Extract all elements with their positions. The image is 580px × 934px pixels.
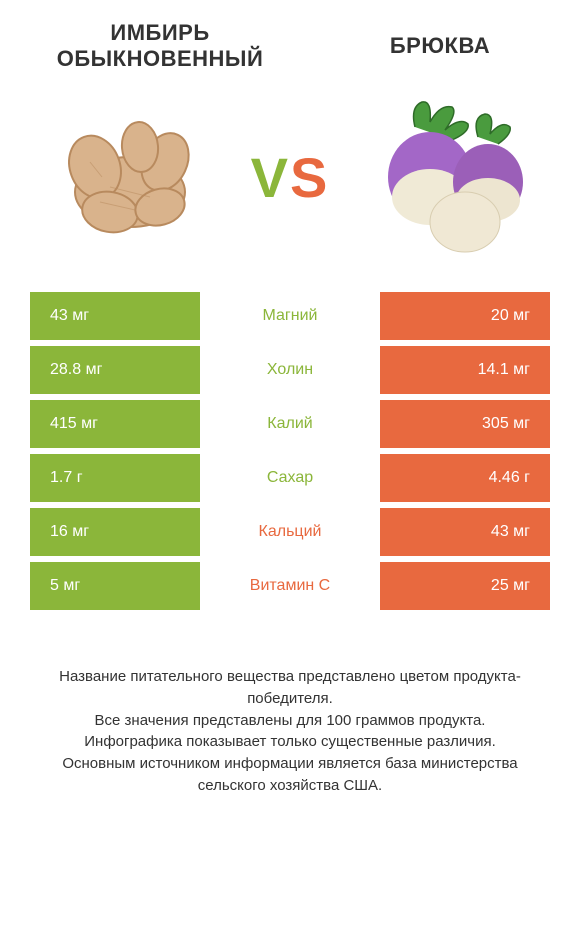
table-row: 28.8 мгХолин14.1 мг <box>30 346 550 394</box>
right-value: 43 мг <box>380 508 550 556</box>
footer-line-2: Все значения представлены для 100 граммо… <box>30 710 550 732</box>
left-value: 16 мг <box>30 508 200 556</box>
footer-line-3: Инфографика показывает только существенн… <box>30 731 550 753</box>
table-row: 16 мгКальций43 мг <box>30 508 550 556</box>
footer-notes: Название питательного вещества представл… <box>0 616 580 817</box>
comparison-table: 43 мгМагний20 мг28.8 мгХолин14.1 мг415 м… <box>0 292 580 610</box>
table-row: 5 мгВитамин C25 мг <box>30 562 550 610</box>
nutrient-label: Сахар <box>200 454 380 502</box>
left-food-image <box>40 92 220 262</box>
table-row: 43 мгМагний20 мг <box>30 292 550 340</box>
left-value: 5 мг <box>30 562 200 610</box>
vs-label: VS <box>251 145 330 210</box>
right-value: 25 мг <box>380 562 550 610</box>
right-food-title: Брюква <box>340 33 540 59</box>
nutrient-label: Витамин C <box>200 562 380 610</box>
left-value: 415 мг <box>30 400 200 448</box>
header: Имбирь обыкновенный Брюква <box>0 0 580 82</box>
right-value: 20 мг <box>380 292 550 340</box>
vs-s: S <box>290 146 329 209</box>
table-row: 415 мгКалий305 мг <box>30 400 550 448</box>
left-value: 1.7 г <box>30 454 200 502</box>
right-food-image <box>360 92 540 262</box>
nutrient-label: Магний <box>200 292 380 340</box>
ginger-icon <box>40 92 220 262</box>
left-value: 28.8 мг <box>30 346 200 394</box>
left-value: 43 мг <box>30 292 200 340</box>
footer-line-1: Название питательного вещества представл… <box>30 666 550 710</box>
footer-line-4: Основным источником информации является … <box>30 753 550 797</box>
nutrient-label: Кальций <box>200 508 380 556</box>
vs-row: VS <box>0 82 580 292</box>
turnip-icon <box>360 92 540 262</box>
vs-v: V <box>251 146 290 209</box>
right-value: 4.46 г <box>380 454 550 502</box>
left-food-title: Имбирь обыкновенный <box>40 20 280 72</box>
nutrient-label: Калий <box>200 400 380 448</box>
right-value: 305 мг <box>380 400 550 448</box>
nutrient-label: Холин <box>200 346 380 394</box>
table-row: 1.7 гСахар4.46 г <box>30 454 550 502</box>
right-value: 14.1 мг <box>380 346 550 394</box>
